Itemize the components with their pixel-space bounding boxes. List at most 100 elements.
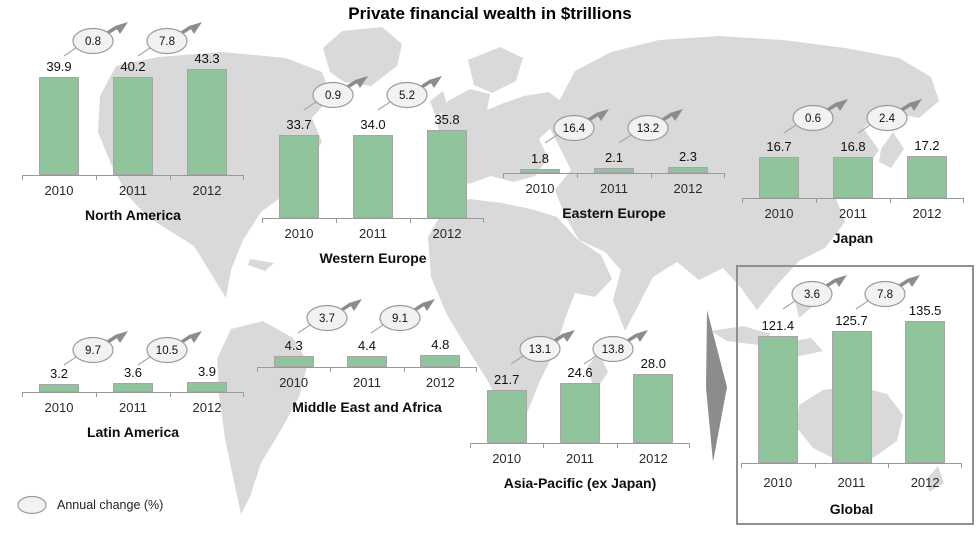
svg-text:7.8: 7.8 [877, 289, 893, 301]
annual-change-annotation: 13.8 [582, 328, 652, 368]
bar-value-label: 40.2 [120, 59, 146, 74]
annual-change-oval: 13.2 [618, 109, 683, 144]
year-label: 2010 [279, 375, 309, 390]
bar-value-label: 1.8 [530, 151, 550, 166]
region-chart-north-america: 39.9 2010 40.2 2011 43.3 2012 North America 0.8… [22, 0, 244, 533]
chart-title: Eastern Europe [562, 205, 666, 221]
annual-change-annotation: 0.9 [302, 74, 372, 114]
year-label: 2012 [192, 183, 222, 198]
up-right-arrow-icon [835, 99, 848, 111]
annual-change-annotation: 5.2 [376, 74, 446, 114]
bar-2011 [113, 383, 153, 392]
annual-change-oval: 10.5 [137, 331, 202, 366]
bar-value-label: 121.4 [761, 318, 795, 333]
up-right-arrow-icon [429, 76, 442, 88]
x-axis-line [470, 443, 690, 444]
bar-value-label: 16.8 [840, 139, 866, 154]
bar-2012 [668, 167, 708, 173]
x-axis-line [257, 367, 477, 368]
bar-2010 [279, 135, 319, 218]
annual-change-annotation: 9.7 [62, 329, 132, 369]
annual-change-oval: 9.7 [63, 331, 128, 366]
map-greenland [323, 27, 402, 86]
bar-value-label: 34.0 [360, 117, 386, 132]
svg-text:2.4: 2.4 [879, 113, 896, 125]
axis-tick [503, 173, 504, 178]
up-right-arrow-icon [833, 275, 847, 287]
bar-value-label: 43.3 [194, 51, 220, 66]
axis-tick [476, 367, 477, 372]
axis-tick [890, 198, 891, 203]
annual-change-oval: 13.1 [510, 330, 575, 365]
annual-change-oval: 5.2 [377, 76, 442, 111]
annual-change-oval: 16.4 [544, 109, 609, 144]
axis-tick [410, 218, 411, 223]
annual-change-oval: 0.8 [63, 22, 128, 57]
axis-tick [543, 443, 544, 448]
bar-2011 [560, 383, 600, 443]
bar-2012 [187, 69, 227, 175]
up-right-arrow-icon [355, 76, 368, 88]
chart-title: Asia-Pacific (ex Japan) [503, 475, 657, 491]
bar-value-label: 17.2 [914, 138, 940, 153]
svg-text:3.7: 3.7 [319, 313, 335, 325]
axis-tick [22, 392, 23, 397]
year-label: 2011 [353, 375, 381, 390]
bar-value-label: 3.2 [49, 366, 69, 381]
annual-change-annotation: 0.6 [782, 97, 852, 137]
annual-change-annotation: 13.1 [509, 328, 579, 368]
bar-2010 [757, 336, 798, 463]
global-highlight-box [736, 265, 974, 525]
map-africa [428, 199, 612, 434]
bar-2011 [113, 77, 153, 175]
map-eurasia [547, 36, 939, 331]
axis-tick [243, 175, 244, 180]
bar-2012 [187, 382, 227, 392]
annual-change-oval: 0.6 [783, 99, 848, 134]
axis-tick [96, 392, 97, 397]
year-label: 2012 [912, 206, 942, 221]
up-right-arrow-icon [189, 22, 202, 34]
year-label: 2011 [566, 451, 594, 466]
annual-change-oval-icon [17, 495, 47, 515]
bar-value-label: 28.0 [640, 356, 666, 371]
bar-2010 [273, 356, 314, 367]
region-chart-middle-east-and-africa: 4.3 2010 4.4 2011 4.8 2012 Middle East and Afr… [257, 0, 477, 533]
year-label: 2010 [44, 183, 74, 198]
axis-tick [96, 175, 97, 180]
svg-text:9.7: 9.7 [85, 345, 101, 357]
bar-value-label: 4.3 [284, 338, 303, 353]
annual-change-annotation: 0.8 [62, 20, 132, 60]
axis-tick [742, 198, 743, 203]
map-europe [437, 89, 563, 184]
annual-change-oval: 13.8 [583, 330, 649, 365]
legend: Annual change (%) [16, 495, 163, 515]
legend-label: Annual change (%) [57, 498, 164, 512]
axis-tick [330, 367, 331, 372]
bar-value-label: 21.7 [494, 372, 520, 387]
global-pointer-arrow-icon [706, 310, 727, 462]
map-new-zealand [927, 466, 944, 492]
bar-2012 [420, 355, 461, 367]
annual-change-annotation: 9.1 [369, 297, 439, 337]
map-south-america [217, 321, 308, 514]
annual-change-annotation: 16.4 [543, 107, 613, 147]
region-chart-western-europe: 33.7 2010 34.0 2011 35.8 2012 Western Europe 0.… [262, 0, 484, 533]
axis-tick [404, 367, 405, 372]
axis-tick [689, 443, 690, 448]
x-axis-line [741, 463, 962, 464]
year-label: 2010 [44, 400, 74, 415]
year-label: 2011 [839, 206, 867, 221]
annual-change-annotation: 3.7 [296, 297, 366, 337]
axis-tick [470, 443, 471, 448]
year-label: 2012 [432, 226, 462, 241]
annual-change-oval: 2.4 [857, 99, 922, 134]
axis-tick [963, 198, 964, 203]
map-japan-islands [879, 132, 904, 168]
annual-change-oval: 3.6 [782, 275, 847, 310]
map-madagascar [587, 352, 608, 392]
chart-title: Middle East and Africa [292, 399, 442, 415]
chart-title: Latin America [86, 424, 180, 440]
